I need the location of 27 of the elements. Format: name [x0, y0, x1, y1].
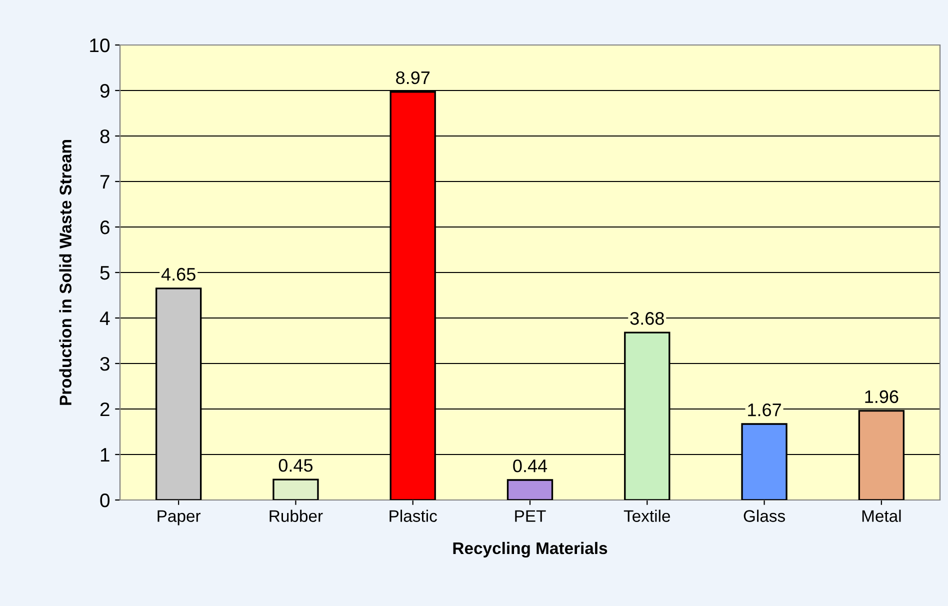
y-tick-label: 10 — [90, 38, 110, 52]
y-tick-label: 0 — [100, 493, 110, 508]
y-tick-label: 1 — [100, 448, 110, 462]
y-tick-label: 3 — [100, 356, 110, 371]
y-tick-label: 4 — [100, 312, 110, 326]
y-tick-label: 9 — [100, 84, 110, 98]
x-tick-label: Textile — [624, 510, 670, 522]
y-tick-label: 5 — [100, 266, 110, 280]
x-tick-label: Rubber — [270, 510, 323, 522]
y-tick-label: 8 — [100, 129, 110, 144]
data-label: 1.96 — [865, 390, 898, 404]
x-tick-label: PET — [515, 510, 546, 522]
y-axis-title: Production in Solid Waste Stream — [59, 140, 72, 405]
data-label: 0.44 — [513, 459, 548, 472]
y-tick-label: 2 — [100, 402, 110, 416]
data-label: 8.97 — [396, 71, 430, 84]
data-label: 4.65 — [161, 268, 196, 281]
data-label: 1.67 — [748, 403, 781, 416]
y-tick-label: 7 — [100, 175, 110, 189]
x-axis-title: Recycling Materials — [453, 542, 608, 558]
x-tick-label: Metal — [862, 510, 901, 522]
data-label: 0.45 — [278, 459, 313, 472]
y-tick-label: 6 — [100, 220, 110, 234]
x-tick-label: Plastic — [390, 510, 437, 522]
x-tick-label: Glass — [744, 510, 785, 522]
x-tick-label: Paper — [158, 510, 201, 526]
data-label: 3.68 — [630, 312, 664, 325]
